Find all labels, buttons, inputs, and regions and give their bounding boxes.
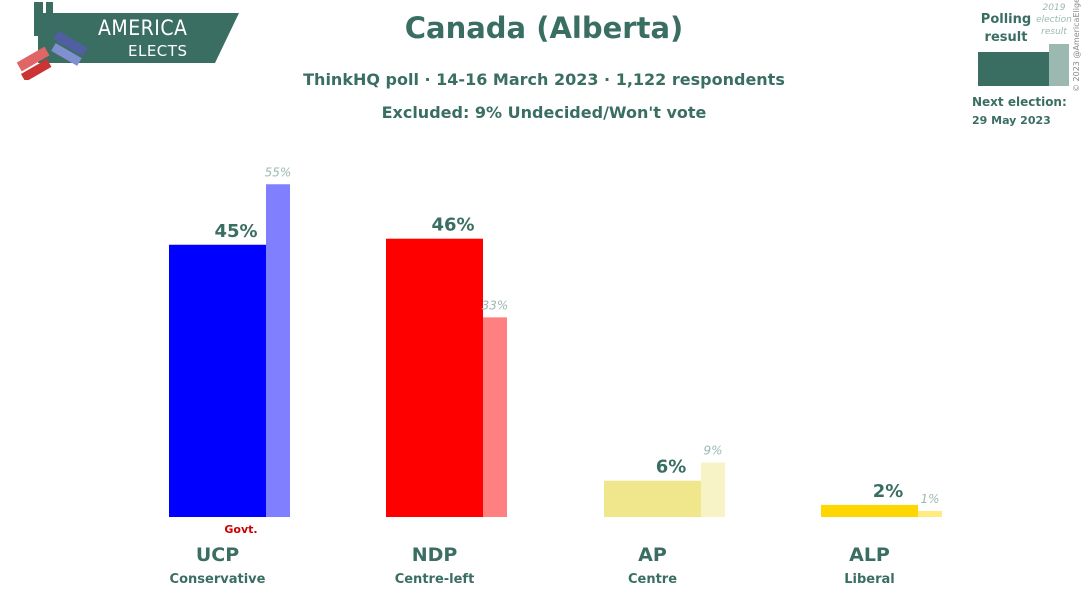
category-descriptor-alp: Liberal: [844, 572, 895, 587]
legend-previous-swatch: [1049, 44, 1069, 86]
legend-previous-label: 2019 election result: [1036, 3, 1072, 37]
next-election-date: 29 May 2023: [972, 114, 1051, 127]
category-label-alp: ALP: [849, 544, 890, 566]
category-descriptor-ucp: Conservative: [170, 572, 266, 587]
data-label-previous-alp: 1%: [920, 492, 939, 506]
data-label-polling-ap: 6%: [656, 457, 687, 478]
category-label-ucp: UCP: [196, 544, 239, 566]
data-label-polling-ucp: 45%: [214, 221, 257, 242]
poll-details: ThinkHQ poll · 14-16 March 2023 · 1,122 …: [303, 70, 785, 89]
bar-previous-ucp: [266, 184, 290, 517]
excluded-note: Excluded: 9% Undecided/Won't vote: [381, 103, 707, 122]
data-label-polling-alp: 2%: [873, 481, 904, 502]
legend-polling-label: Polling result: [980, 12, 1032, 45]
data-label-previous-ndp: 33%: [482, 298, 509, 312]
bar-polling-ucp: [169, 244, 266, 517]
america-elects-logo: AMERICA ELECTS: [10, 0, 242, 82]
legend: Polling result 2019 election result Next…: [970, 0, 1088, 135]
legend-polling-swatch: [978, 52, 1049, 86]
data-label-polling-ndp: 46%: [431, 215, 474, 236]
bar-previous-ap: [701, 462, 725, 517]
data-label-previous-ap: 9%: [703, 444, 722, 458]
category-label-ap: AP: [638, 544, 667, 566]
bar-previous-ndp: [483, 317, 507, 517]
category-descriptor-ap: Centre: [628, 572, 677, 587]
next-election-label: Next election:: [972, 95, 1067, 109]
category-descriptor-ndp: Centre-left: [395, 572, 475, 587]
govt-annotation: Govt.: [224, 523, 257, 536]
chart-title: Canada (Alberta): [404, 11, 684, 45]
category-label-ndp: NDP: [412, 544, 458, 566]
bar-previous-alp: [918, 510, 942, 517]
brand-line2: ELECTS: [128, 42, 188, 60]
data-label-previous-ucp: 55%: [265, 165, 292, 179]
bar-polling-ap: [604, 480, 701, 517]
brand-line1: AMERICA: [98, 16, 188, 40]
bar-polling-alp: [821, 504, 918, 517]
bar-polling-ndp: [386, 238, 483, 517]
logo-graphic: [16, 2, 239, 82]
